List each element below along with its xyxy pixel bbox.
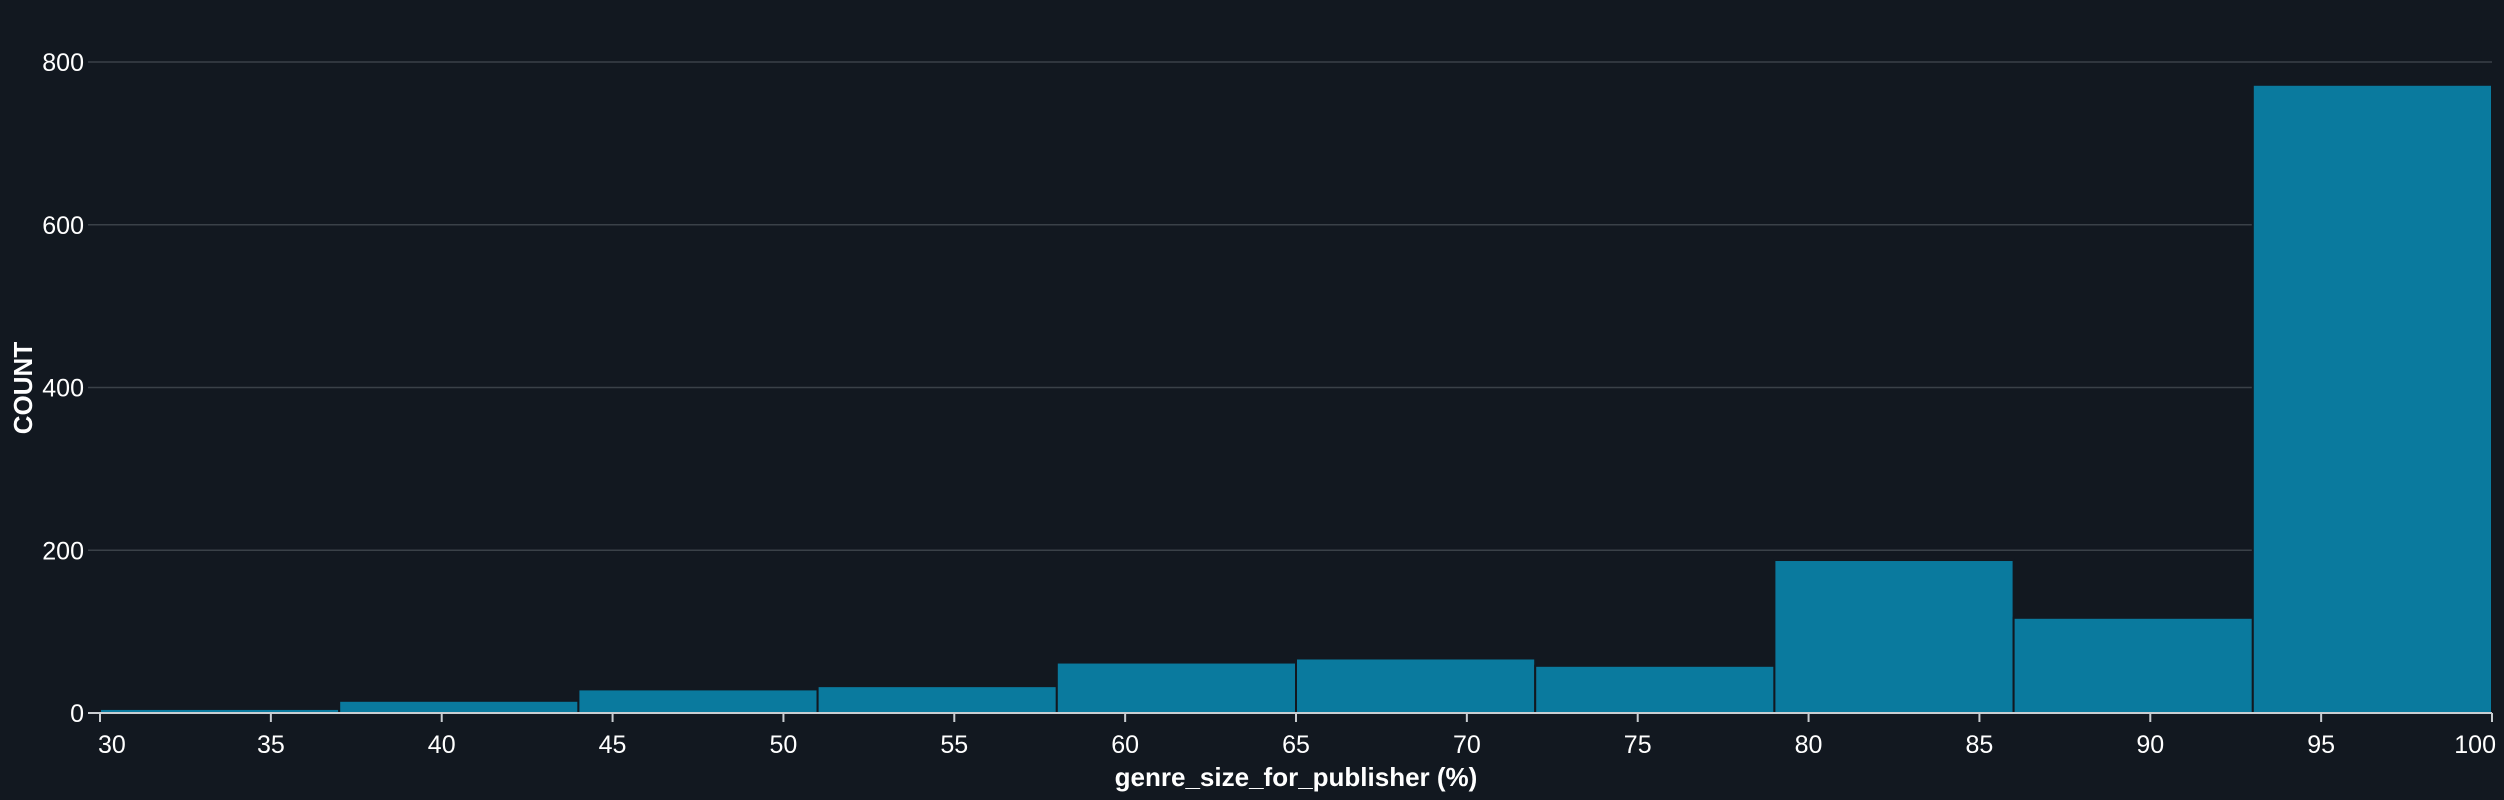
x-tick-label: 60 xyxy=(1111,731,1139,759)
x-tick-label: 50 xyxy=(770,731,798,759)
histogram-bar xyxy=(1295,657,1537,715)
bar-layer xyxy=(99,83,2494,715)
x-tick-label: 75 xyxy=(1624,731,1652,759)
histogram-bar xyxy=(1534,664,1776,714)
y-tick-label: 0 xyxy=(70,700,84,728)
x-tick-label: 90 xyxy=(2136,731,2164,759)
histogram-bar xyxy=(338,699,580,715)
histogram-bar xyxy=(1773,559,2015,715)
x-tick-label: 40 xyxy=(428,731,456,759)
y-tick-label: 200 xyxy=(42,537,84,565)
x-tick-label: 35 xyxy=(257,731,285,759)
y-tick-label: 400 xyxy=(42,375,84,403)
x-tick-label: 100 xyxy=(2454,731,2496,759)
histogram-bar xyxy=(577,688,819,714)
x-tick-label: 85 xyxy=(1966,731,1994,759)
x-tick-label: 95 xyxy=(2307,731,2335,759)
histogram-bar xyxy=(2251,83,2494,715)
histogram-bar xyxy=(2012,616,2254,715)
y-tick-label: 600 xyxy=(42,212,84,240)
y-axis-title: COUNT xyxy=(8,342,38,435)
grid-layer xyxy=(88,61,2492,551)
y-tick-label: 800 xyxy=(42,49,84,77)
x-tick-label: 80 xyxy=(1795,731,1823,759)
x-tick-label: 30 xyxy=(98,731,126,759)
x-tick-label: 55 xyxy=(940,731,968,759)
x-tick-label: 45 xyxy=(599,731,627,759)
x-tick-label: 70 xyxy=(1453,731,1481,759)
x-axis-title: genre_size_for_publisher (%) xyxy=(1115,762,1478,792)
x-tick-label: 65 xyxy=(1282,731,1310,759)
histogram-bar xyxy=(816,685,1058,714)
axis-layer: 0 200 400 600 800 30 35 40 45 50 55 60 65 70 75 80 85 90 9… xyxy=(42,49,2496,759)
histogram-bar xyxy=(1055,661,1298,714)
